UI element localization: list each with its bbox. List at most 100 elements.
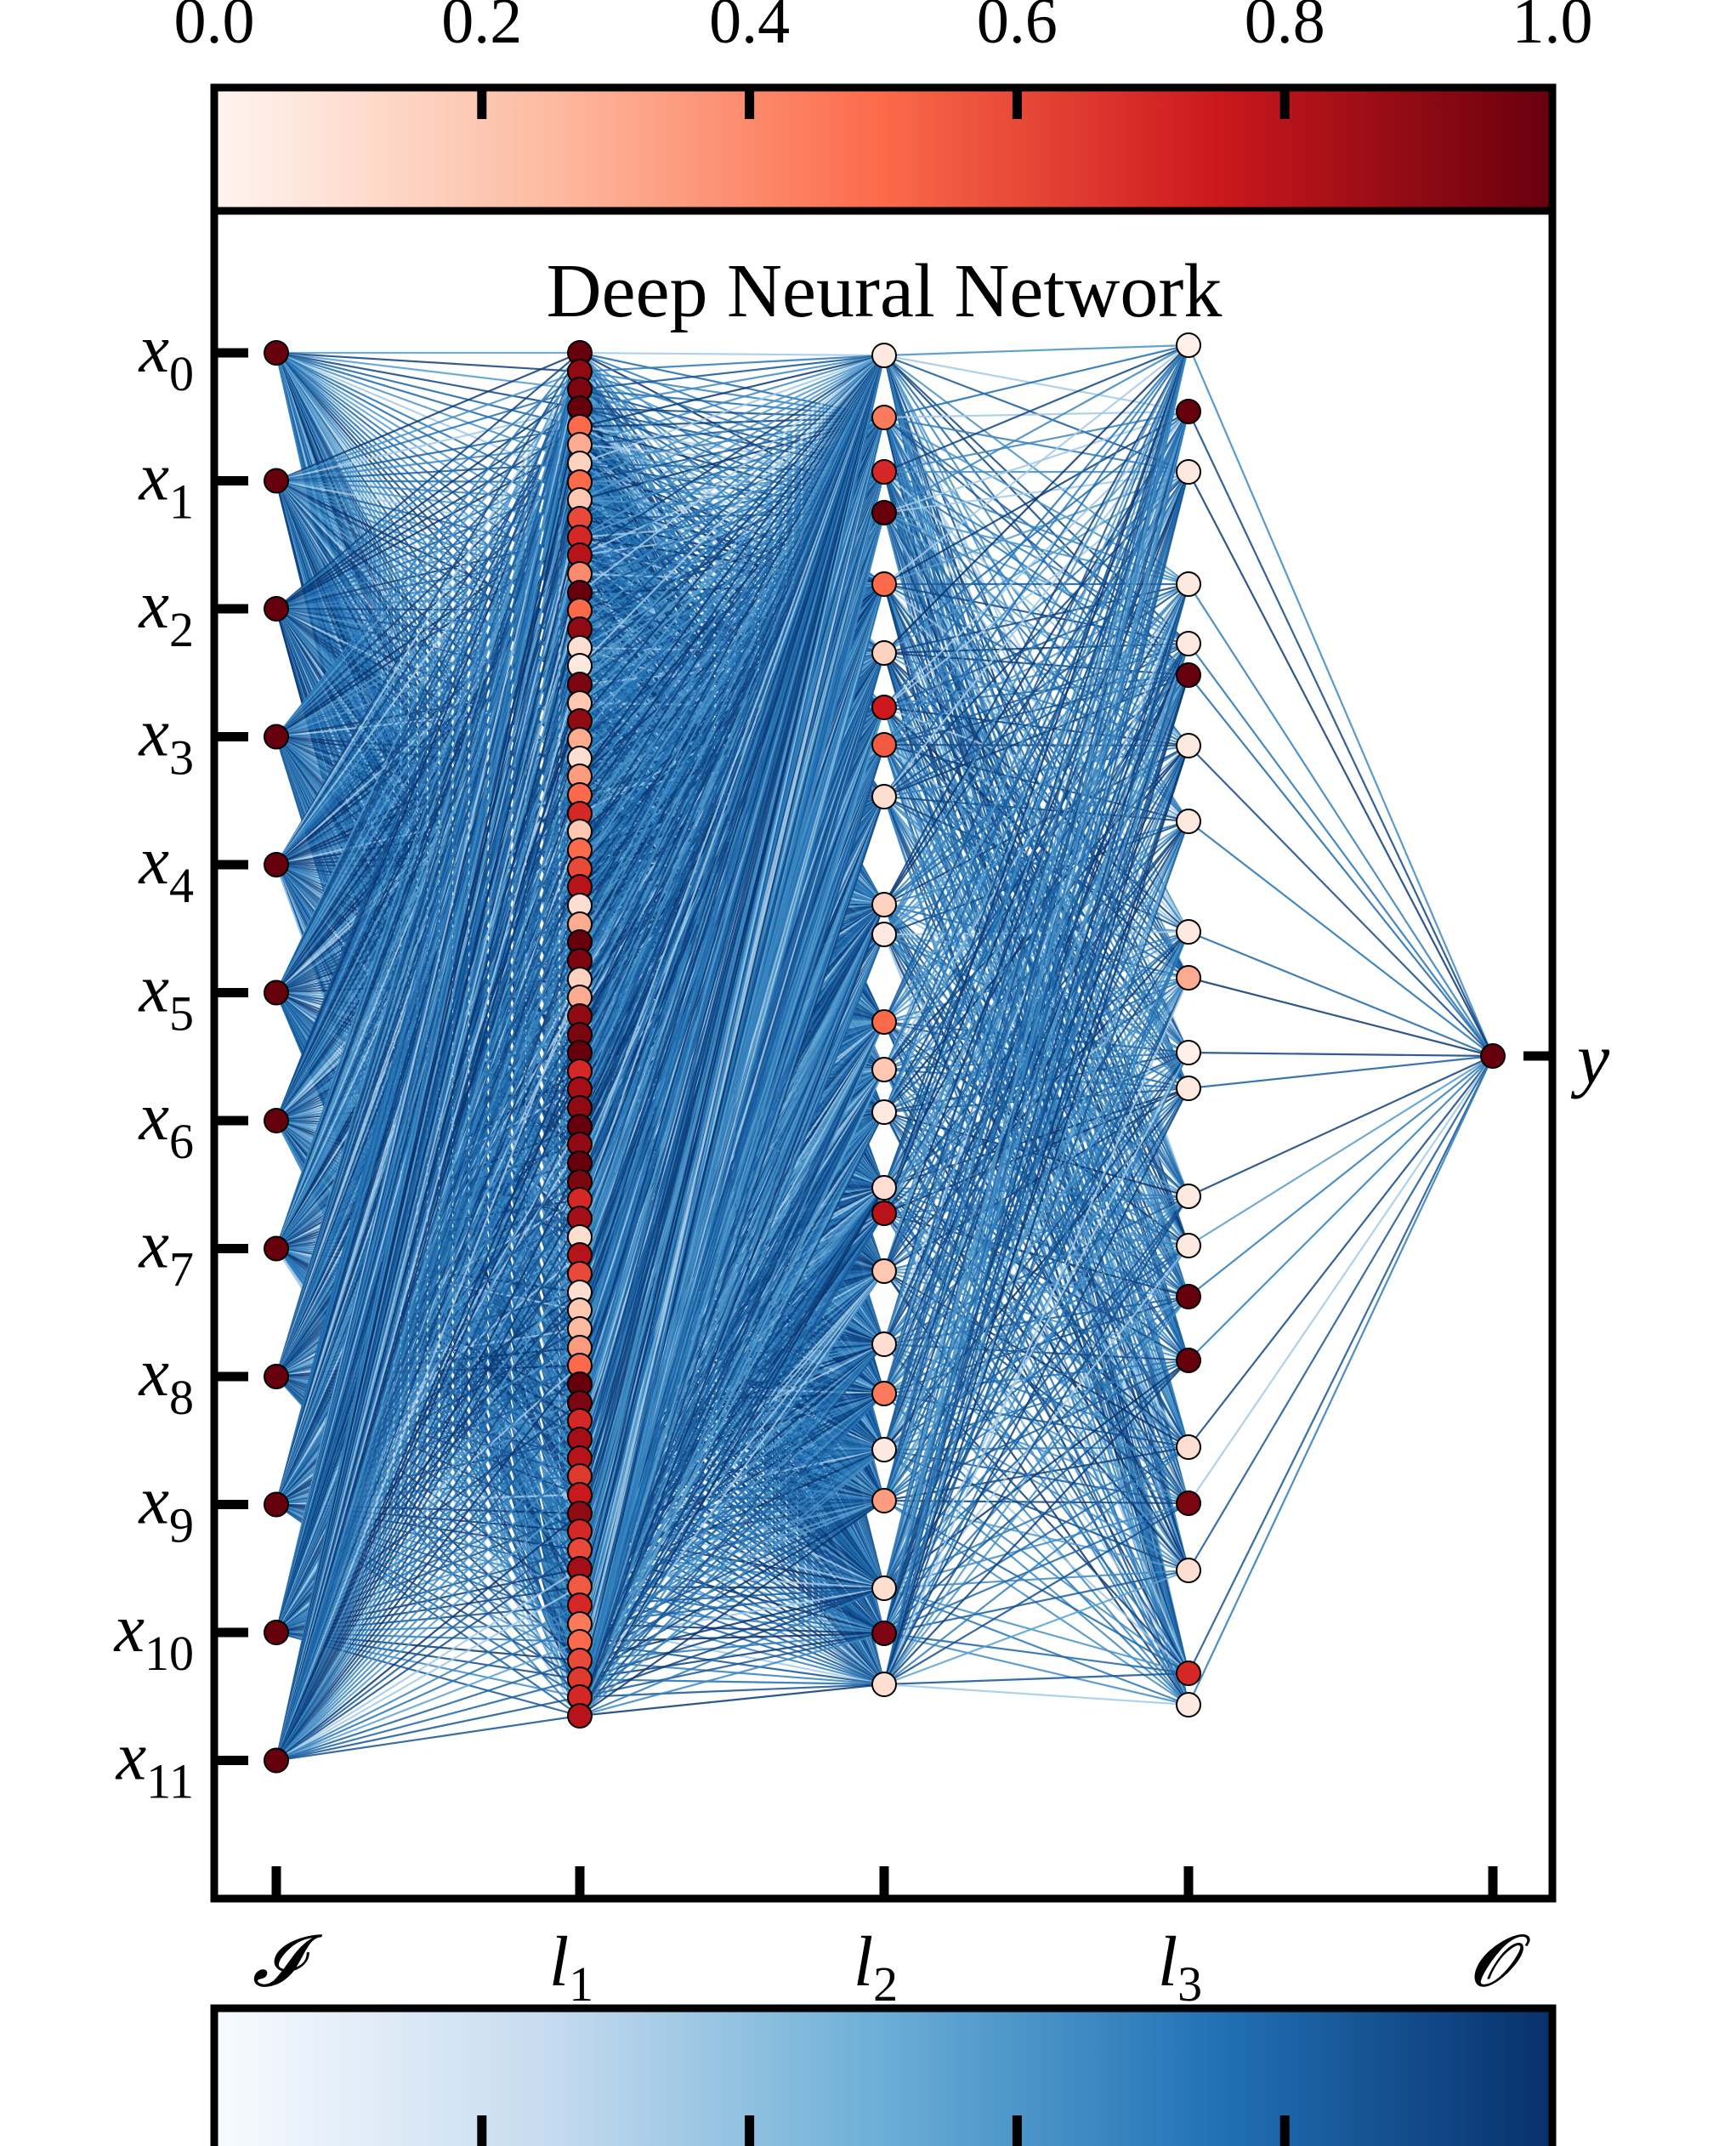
edge [883,642,1189,709]
edge [578,652,886,1717]
edge [1188,471,1494,1057]
edge [275,1273,581,1762]
top-colorbar-tick-label: 0.6 [977,0,1058,57]
edge [579,355,885,888]
node-l2 [871,1381,897,1406]
edge [275,1107,581,1761]
edge [578,355,886,1256]
edge [882,745,1190,1502]
node-l3 [1176,1692,1201,1717]
node-I [264,724,289,750]
edge [882,471,1190,1634]
top-colorbar-tick-label: 1.0 [1512,0,1593,57]
edge [883,745,1189,1023]
edge [275,351,581,465]
node-l2 [871,1258,897,1284]
edge [275,444,581,866]
edge [883,1446,1189,1685]
edge [275,1181,581,1762]
edge [579,354,885,391]
edge [578,355,886,1275]
edge [883,411,1189,798]
edge [275,1034,582,1761]
edge [579,355,885,815]
edge [1187,344,1495,1057]
edge [275,1126,581,1761]
edge [579,1212,885,1717]
edge [579,1500,885,1717]
edge [882,643,1190,1685]
edge [882,344,1190,1345]
edge [275,1714,581,1762]
edge [579,1343,885,1680]
input-label: x9 [138,1464,194,1553]
edge [275,1052,582,1761]
node-l2 [871,1575,897,1601]
node-l2 [871,1057,897,1082]
edge [579,1500,885,1643]
node-O [1480,1043,1506,1069]
node-l2 [871,695,897,720]
input-label: x3 [138,696,194,786]
edge [882,745,1190,1685]
edge [1188,1055,1494,1297]
edge [579,355,885,704]
edge [275,941,582,1761]
node-l2 [871,784,897,809]
edge [883,344,1189,654]
edge [275,923,582,1761]
top-colorbar-ticks [477,88,1290,119]
edge [882,344,1190,1272]
node-I [264,1747,289,1774]
edge [275,371,582,1249]
edge [275,1402,581,1762]
edge [579,1069,885,1698]
node-I [264,979,289,1006]
edge [883,411,1189,906]
edge [578,934,886,1698]
edge [275,351,581,391]
edge [275,886,582,1761]
node-I [264,852,289,877]
edge [883,583,1189,1189]
edge [579,1270,885,1717]
edge [275,1309,581,1762]
edge [882,411,1190,1394]
edge [579,1587,885,1717]
edge [882,411,1190,1589]
edge [578,471,886,1717]
edge [1188,411,1494,1057]
edge [579,355,885,832]
edge [275,351,581,429]
edge [882,344,1190,1189]
edge [579,1069,885,1680]
input-label: x8 [138,1336,194,1425]
edge [275,389,581,738]
edge [1188,1055,1494,1706]
edge [275,444,581,610]
edge [882,344,1190,1394]
edge [883,471,1189,1113]
edge [579,354,885,484]
edge [275,389,582,1249]
edge [579,1632,885,1699]
edge [579,354,885,373]
edge [579,355,885,630]
node-l2 [871,732,897,758]
input-label: x5 [138,952,194,1042]
node-l3 [1176,332,1201,358]
node-l2 [871,640,897,666]
edge [883,1296,1189,1685]
node-l1 [567,1703,593,1729]
edge [275,426,581,610]
edge [883,652,1189,979]
node-l2 [871,1672,897,1697]
node-l2 [871,892,897,917]
edge [579,1500,885,1680]
edge [883,1569,1189,1686]
edge [579,1187,885,1717]
edge [883,411,1189,654]
node-l3 [1176,1558,1201,1583]
edge [882,344,1190,1634]
edge [883,354,1189,413]
